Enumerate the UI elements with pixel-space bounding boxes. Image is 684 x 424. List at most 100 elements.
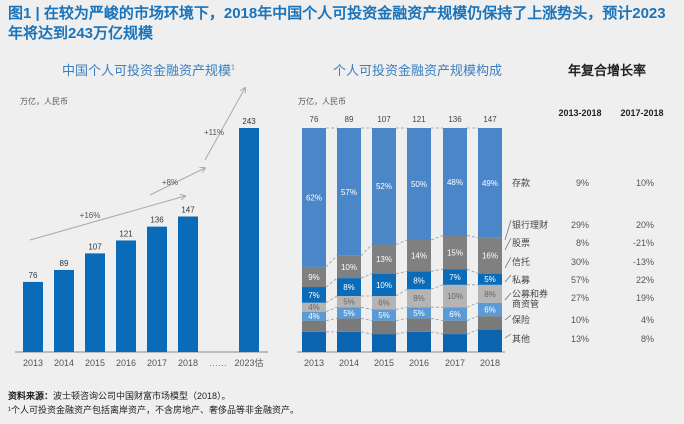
segment-label: 10% [341,263,357,272]
legend-label: 存款 [512,177,530,188]
connector-line [325,295,338,304]
segment-label: 16% [482,252,498,261]
cagr-value-2017-2018: 22% [636,275,654,285]
right-unit-label: 万亿，人民币 [298,97,346,106]
cagr-value-2013-2018: 10% [571,315,589,325]
cagr-column-header: 2013-2018 [558,108,601,118]
total-label: 76 [310,115,319,124]
segment-label: 5% [343,298,355,307]
segment-信托-2013 [302,287,326,303]
segment-公募和券商资管-2016 [407,307,431,319]
connector-line [360,331,373,335]
x-tick-label: 2018 [480,358,500,368]
bar-2023估 [239,128,259,352]
leader-line [504,314,512,321]
segment-label: 57% [341,188,357,197]
connector-line [430,235,444,241]
connector-line [466,235,479,239]
segment-存款-2014 [337,128,361,256]
segment-公募和券商资管-2017 [443,307,467,321]
segment-公募和券商资管-2015 [372,309,396,321]
segment-信托-2015 [372,273,396,296]
segment-label: 6% [378,299,390,308]
connector-line [430,331,444,335]
connector-line [466,329,479,335]
segment-银行理财-2014 [337,255,361,279]
left-chart-title: 中国个人可投资金融资产规模1 [62,60,235,79]
legend-label: 银行理财 [512,219,548,230]
cagr-value-2013-2018: 9% [576,178,589,188]
connector-line [395,331,408,335]
segment-label: 5% [343,309,355,318]
x-tick-label: 2017 [147,358,167,368]
cagr-value-2013-2018: 29% [571,220,589,230]
x-tick-label: 2016 [409,358,429,368]
footnote: ¹个人可投资金融资产包括离岸资产，不含房地产、奢侈品等非金融资产。 [8,405,299,415]
bar-2014 [54,269,74,352]
bar-2018 [178,216,198,352]
left-chart-title-text: 中国个人可投资金融资产规模 [62,63,232,78]
segment-label: 4% [308,303,320,312]
legend-label: 其他 [512,333,530,344]
cagr-value-2017-2018: -21% [633,238,654,248]
segment-label: 8% [343,283,355,292]
segment-公募和券商资管-2014 [337,307,361,319]
segment-label: 9% [308,273,320,282]
segment-保险-2017 [443,320,467,335]
connector-line [325,318,338,322]
segment-label: 5% [484,275,496,284]
segment-保险-2013 [302,320,326,332]
segment-私募-2017 [443,284,467,308]
segment-银行理财-2017 [443,235,467,270]
segment-存款-2013 [302,128,326,267]
growth-arrow [29,196,185,241]
segment-存款-2015 [372,128,396,245]
cagr-title: 年复合增长率 [568,63,647,78]
legend-label: 公募和券 [512,288,548,299]
segment-其他-2014 [337,331,361,352]
bar-2013 [23,281,43,352]
connector-line [430,268,444,272]
segment-公募和券商资管-2013 [302,311,326,321]
legend-label: 私募 [512,274,530,285]
bar-value-label: 243 [242,117,256,126]
total-label: 107 [377,115,391,124]
source-label: 资料来源： [8,391,54,401]
connector-line [430,284,444,290]
x-tick-label: 2013 [304,358,324,368]
segment-银行理财-2015 [372,244,396,274]
cagr-value-2013-2018: 8% [576,238,589,248]
x-tick-label: 2018 [178,358,198,368]
connector-line [466,315,479,322]
cagr-value-2017-2018: 20% [636,220,654,230]
segment-保险-2016 [407,318,431,332]
connector-line [360,318,373,322]
segment-label: 6% [484,305,496,314]
cagr-value-2013-2018: 57% [571,275,589,285]
source-line: 资料来源：波士顿咨询公司中国财富市场模型（2018）。 [8,389,231,402]
segment-私募-2013 [302,302,326,312]
total-label: 121 [412,115,426,124]
segment-银行理财-2018 [478,237,502,274]
x-tick-label: 2015 [374,358,394,368]
segment-其他-2018 [478,329,502,352]
connector-line [395,270,408,274]
segment-其他-2017 [443,334,467,352]
bar-value-label: 136 [150,216,164,225]
segment-存款-2018 [478,128,502,238]
segment-label: 14% [411,252,427,261]
leader-line [504,292,512,301]
connector-line [360,244,373,256]
cagr-value-2017-2018: 4% [641,315,654,325]
segment-保险-2018 [478,316,502,330]
segment-label: 13% [376,255,392,264]
bar-2016 [116,240,136,352]
growth-label: +11% [204,128,224,137]
bar-value-label: 121 [119,229,133,238]
x-tick-label: 2014 [54,358,74,368]
connector-line [360,273,373,279]
growth-label: +8% [162,178,178,187]
connector-line [325,277,338,288]
segment-信托-2017 [443,269,467,285]
